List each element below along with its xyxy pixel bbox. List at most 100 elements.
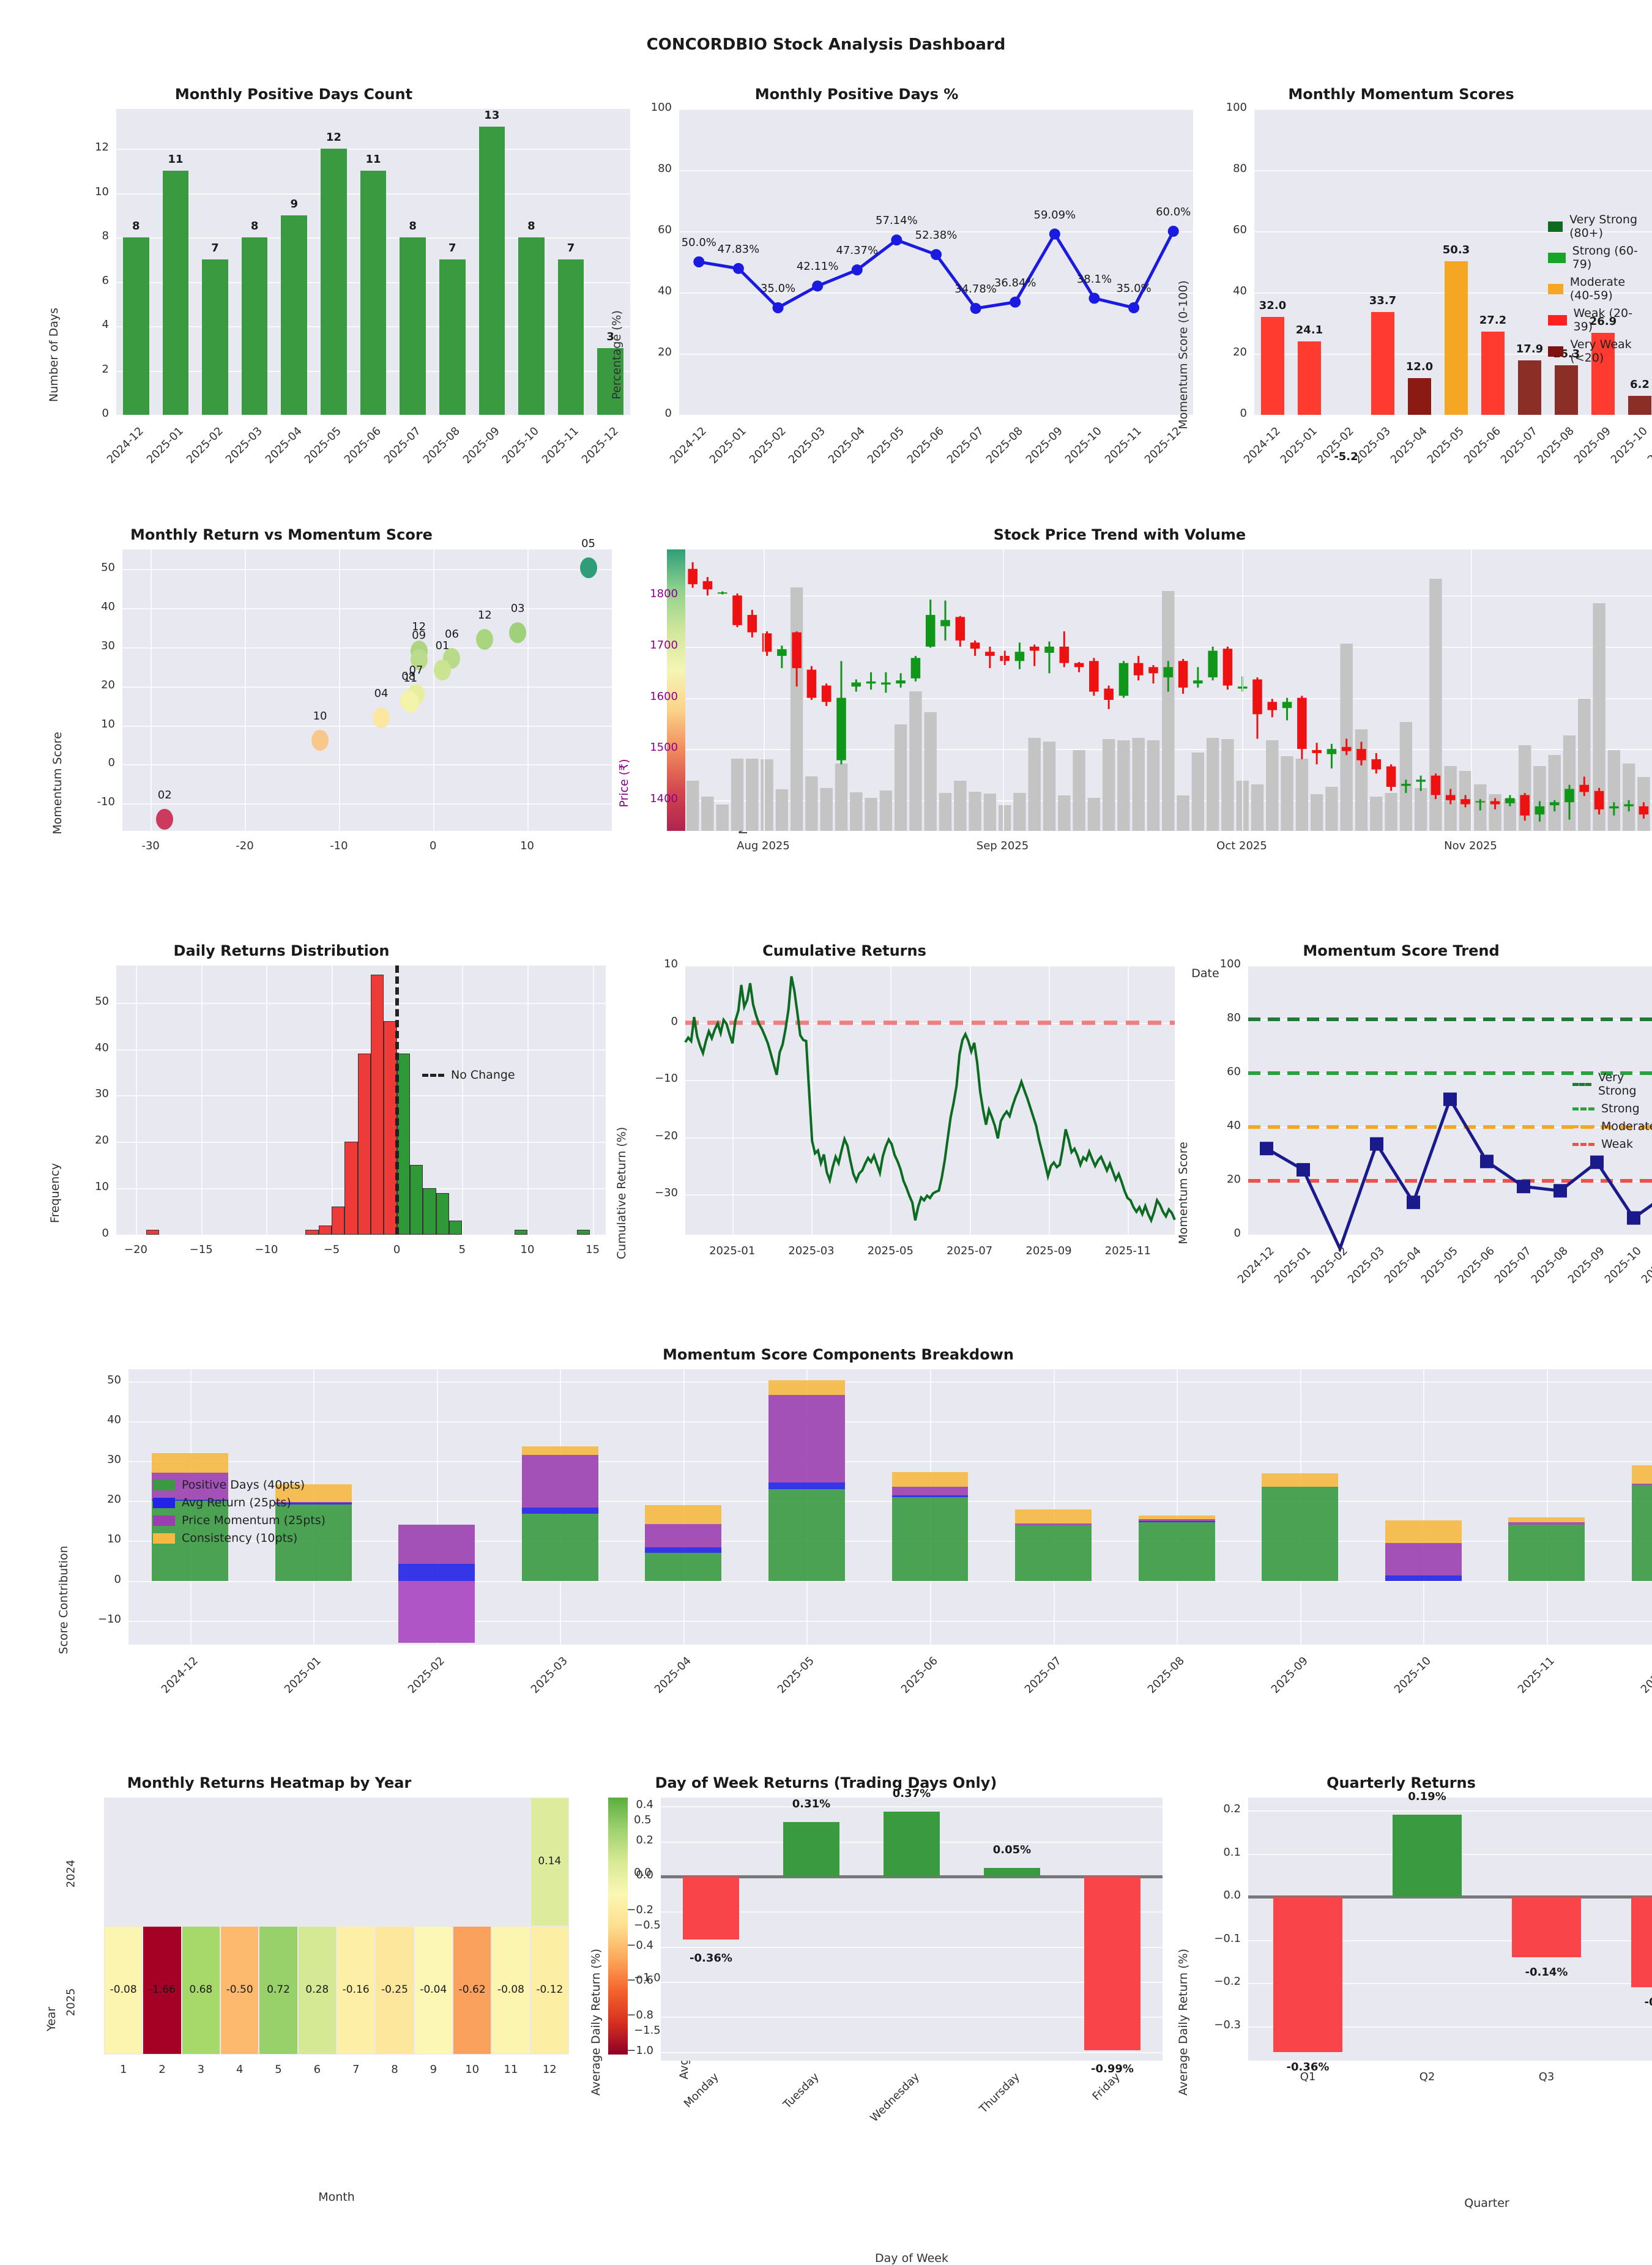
x-tick-label: Nov 2025 [1425, 839, 1517, 852]
stacked-segment [398, 1525, 475, 1564]
x-tick-label: Q2 [1367, 2070, 1487, 2083]
legend-label: Consistency (10pts) [182, 1531, 297, 1545]
scatter-point [580, 557, 597, 578]
x-tick-label: 0 [360, 1243, 434, 1256]
stacked-segment [1632, 1485, 1652, 1581]
bar-positive-days [479, 127, 505, 415]
stacked-segment [768, 1380, 845, 1396]
histogram-bin [436, 1193, 449, 1235]
y-tick-label: −10 [598, 1072, 678, 1085]
legend-item: Avg Return (25pts) [153, 1496, 326, 1509]
stacked-segment [892, 1487, 969, 1495]
x-tick-label: 2025-06 [884, 1654, 940, 1711]
axis-label-y-momentum-scores: Momentum Score (0-100) [1177, 280, 1190, 430]
x-tick-label: Wednesday [865, 2070, 922, 2127]
heatmap-cell [221, 1798, 258, 1925]
legend-item: Very Weak (<20) [1548, 338, 1640, 365]
stacked-segment [645, 1547, 721, 1553]
bar-momentum-score [1298, 341, 1320, 415]
legend-swatch [153, 1480, 175, 1490]
y-tick-label: −0.8 [574, 2009, 653, 2021]
bar-day-return [884, 1812, 940, 1876]
stacked-segment [645, 1524, 721, 1547]
histogram-bin [305, 1230, 318, 1235]
heatmap-col-label: 3 [182, 2063, 220, 2076]
heatmap-col-label: 1 [104, 2063, 143, 2076]
chart-title-daily-returns-distribution: Daily Returns Distribution [37, 942, 526, 959]
plot-area-price-trend-volume: 1400150016001700180001000200030004000Aug… [685, 549, 1652, 831]
cumulative-return-line [685, 965, 1175, 1235]
histogram-bin [449, 1221, 462, 1235]
x-tick-label: 10 [491, 1243, 564, 1256]
legend-item: Strong (60-79) [1548, 244, 1640, 271]
x-tick-label: −5 [295, 1243, 368, 1256]
y-tick-label: 40 [1167, 1119, 1241, 1132]
stacked-segment [1015, 1525, 1092, 1581]
stacked-segment [1385, 1520, 1462, 1544]
bar-day-return [683, 1876, 739, 1940]
y-tick-label: 100 [1167, 958, 1241, 970]
scatter-point [402, 692, 419, 713]
point-value-label: 42.11% [775, 260, 860, 273]
scatter-point [156, 809, 173, 830]
x-tick-label: Dec 2025 [1633, 839, 1652, 852]
y-tick-label: 60 [1167, 1065, 1241, 1078]
y-tick-label: −0.4 [574, 1939, 653, 1952]
histogram-bin [146, 1230, 159, 1235]
bar-value-label: 33.7 [1364, 294, 1401, 307]
x-tick-label: Aug 2025 [718, 839, 809, 852]
heatmap-cell [337, 1798, 374, 1925]
line-series-positive-days-pct [679, 109, 1193, 415]
heatmap-cell-value: 0.14 [523, 1855, 576, 1867]
gridline-y [661, 1806, 1163, 1807]
scatter-point-label: 04 [363, 687, 400, 700]
price-tick-label: 1800 [598, 587, 678, 600]
legend-label: No Change [451, 1068, 515, 1082]
y-tick-label: 80 [598, 162, 672, 175]
gridline-y [116, 415, 630, 416]
bar-positive-days [123, 237, 149, 415]
heatmap-cell [143, 1798, 180, 1925]
stacked-segment [1015, 1523, 1092, 1525]
bar-quarter-return [1631, 1897, 1652, 1987]
legend-swatch [153, 1533, 175, 1544]
y-tick-label: 80 [1167, 1011, 1241, 1024]
x-tick-label: 10 [494, 839, 561, 852]
gridline-y [1254, 109, 1652, 110]
axis-label-y-return-vs-momentum: Momentum Score [51, 732, 64, 835]
legend-dash-swatch [422, 1074, 444, 1077]
bar-momentum-score [1628, 396, 1651, 415]
stacked-segment [1508, 1525, 1585, 1580]
stacked-segment [1385, 1575, 1462, 1581]
price-tick-label: 1400 [598, 792, 678, 805]
gridline-y [122, 647, 612, 649]
legend-label: Strong [1601, 1102, 1640, 1115]
y-tick-label: 0 [598, 1015, 678, 1028]
y-tick-label: 50 [42, 1374, 121, 1386]
price-tick-label: 1500 [598, 741, 678, 754]
y-tick-label: 0.0 [574, 1869, 653, 1881]
gridline-x [593, 965, 594, 1235]
y-tick-label: 10 [35, 1180, 109, 1193]
bar-value-label: 8 [235, 220, 275, 232]
bar-value-label: 0.37% [849, 1787, 974, 1800]
bar-positive-days [439, 259, 466, 415]
y-tick-label: −0.3 [1161, 2018, 1241, 2031]
histogram-bin [423, 1188, 436, 1235]
dashboard-title: CONCORDBIO Stock Analysis Dashboard [0, 35, 1652, 54]
scatter-point-label: 11 [392, 672, 429, 685]
bar-momentum-score [1481, 332, 1504, 415]
x-tick-label: Monday [664, 2070, 721, 2127]
legend-label: Weak [1601, 1137, 1633, 1151]
histogram-bin [344, 1142, 357, 1235]
legend-item: No Change [422, 1068, 515, 1082]
